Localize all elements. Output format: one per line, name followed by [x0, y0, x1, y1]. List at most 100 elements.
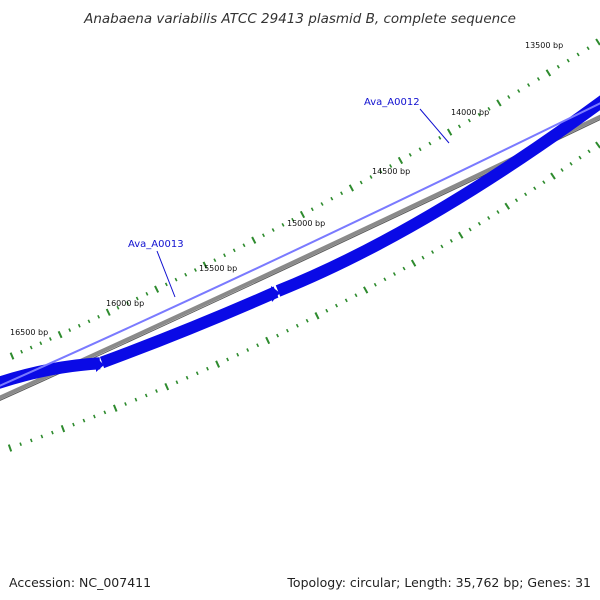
minor-tick [87, 319, 91, 324]
minor-tick [19, 442, 22, 447]
major-tick [314, 312, 320, 320]
minor-tick [560, 168, 564, 172]
minor-tick [213, 258, 217, 263]
major-tick [105, 308, 111, 316]
minor-tick [72, 422, 75, 427]
major-tick [265, 336, 271, 345]
gene-arrow-head-2 [271, 286, 280, 302]
minor-tick [566, 58, 570, 63]
gene-label-ava-a0012[interactable]: Ava_A0012 [364, 97, 450, 144]
accession-label: Accession: NC_007411 [9, 575, 152, 590]
minor-tick [359, 180, 363, 185]
gene-track [0, 88, 600, 389]
major-tick [164, 382, 170, 391]
gene-arrow-head-1 [96, 357, 104, 372]
minor-tick [103, 410, 107, 415]
minor-tick [556, 64, 560, 69]
gene-label-text: Ava_A0012 [364, 97, 420, 108]
minor-tick [29, 345, 33, 350]
minor-tick [29, 438, 33, 443]
major-tick [595, 38, 600, 46]
minor-tick [340, 191, 344, 196]
gene-label-ava-a0013[interactable]: Ava_A0013 [128, 239, 184, 298]
map-title: Anabaena variabilis ATCC 29413 plasmid B… [83, 11, 516, 27]
minor-tick [126, 301, 130, 306]
minor-tick [184, 272, 188, 277]
minor-tick [334, 303, 339, 308]
minor-tick [310, 207, 314, 212]
gene-arrow-ava-a0013-mid[interactable] [99, 286, 279, 369]
minor-tick [517, 89, 521, 93]
minor-tick [261, 233, 266, 238]
major-tick [363, 286, 369, 294]
gene-highlight [0, 102, 600, 387]
minor-tick [330, 196, 334, 201]
gene-arrow-ava-a0012[interactable] [275, 88, 600, 297]
minor-tick [354, 293, 358, 298]
minor-tick [569, 161, 573, 166]
minor-tick [232, 248, 236, 253]
minor-tick [392, 272, 396, 276]
scale-label: 15000 bp [287, 219, 325, 228]
minor-tick [369, 175, 373, 179]
minor-tick [40, 434, 44, 439]
minor-tick [542, 180, 546, 185]
minor-tick [144, 393, 148, 398]
minor-tick [276, 333, 280, 338]
minor-tick [195, 371, 199, 376]
minor-tick [536, 77, 541, 81]
scale-label: 16000 bp [106, 299, 144, 308]
gene-label-leader [156, 250, 176, 298]
minor-tick [193, 268, 197, 272]
minor-tick [373, 282, 377, 287]
minor-tick [487, 106, 491, 111]
minor-tick [68, 328, 72, 333]
minor-tick [440, 244, 444, 249]
minor-tick [527, 83, 531, 87]
minor-tick [514, 198, 519, 203]
minor-tick [97, 314, 101, 319]
minor-tick [242, 243, 246, 248]
major-tick [251, 236, 257, 244]
minor-tick [468, 227, 472, 232]
major-tick [545, 69, 552, 77]
minor-tick [223, 253, 227, 258]
minor-tick [295, 323, 299, 328]
minor-tick [477, 112, 481, 117]
minor-tick [389, 164, 393, 168]
minor-tick [20, 349, 24, 354]
minor-tick [116, 305, 120, 310]
minor-tick [421, 255, 425, 260]
minor-tick [320, 202, 324, 206]
major-tick [496, 99, 502, 107]
minor-tick [457, 124, 461, 129]
minor-tick [256, 343, 260, 348]
minor-tick [206, 366, 209, 371]
minor-tick [51, 430, 54, 435]
minor-tick [174, 277, 178, 282]
scale-label: 15500 bp [199, 264, 237, 273]
minor-tick [402, 266, 406, 271]
major-tick [410, 259, 417, 267]
major-tick [504, 202, 511, 210]
major-tick [57, 330, 63, 339]
inner-tick-track [7, 141, 600, 452]
major-tick [112, 404, 118, 412]
minor-tick [431, 250, 435, 254]
minor-tick [291, 217, 295, 222]
minor-tick [134, 397, 138, 402]
minor-tick [576, 52, 580, 57]
minor-tick [82, 418, 86, 423]
minor-tick [449, 238, 453, 243]
minor-tick [379, 169, 383, 174]
major-tick [202, 261, 208, 269]
minor-tick [246, 348, 250, 352]
gene-arrow-ava-a0013[interactable] [0, 357, 101, 389]
minor-tick [428, 141, 432, 146]
gene-label-text: Ava_A0013 [128, 239, 184, 250]
minor-tick [507, 95, 511, 99]
minor-tick [533, 186, 537, 191]
minor-tick [408, 152, 412, 157]
minor-tick [524, 192, 528, 197]
minor-tick [48, 337, 52, 341]
